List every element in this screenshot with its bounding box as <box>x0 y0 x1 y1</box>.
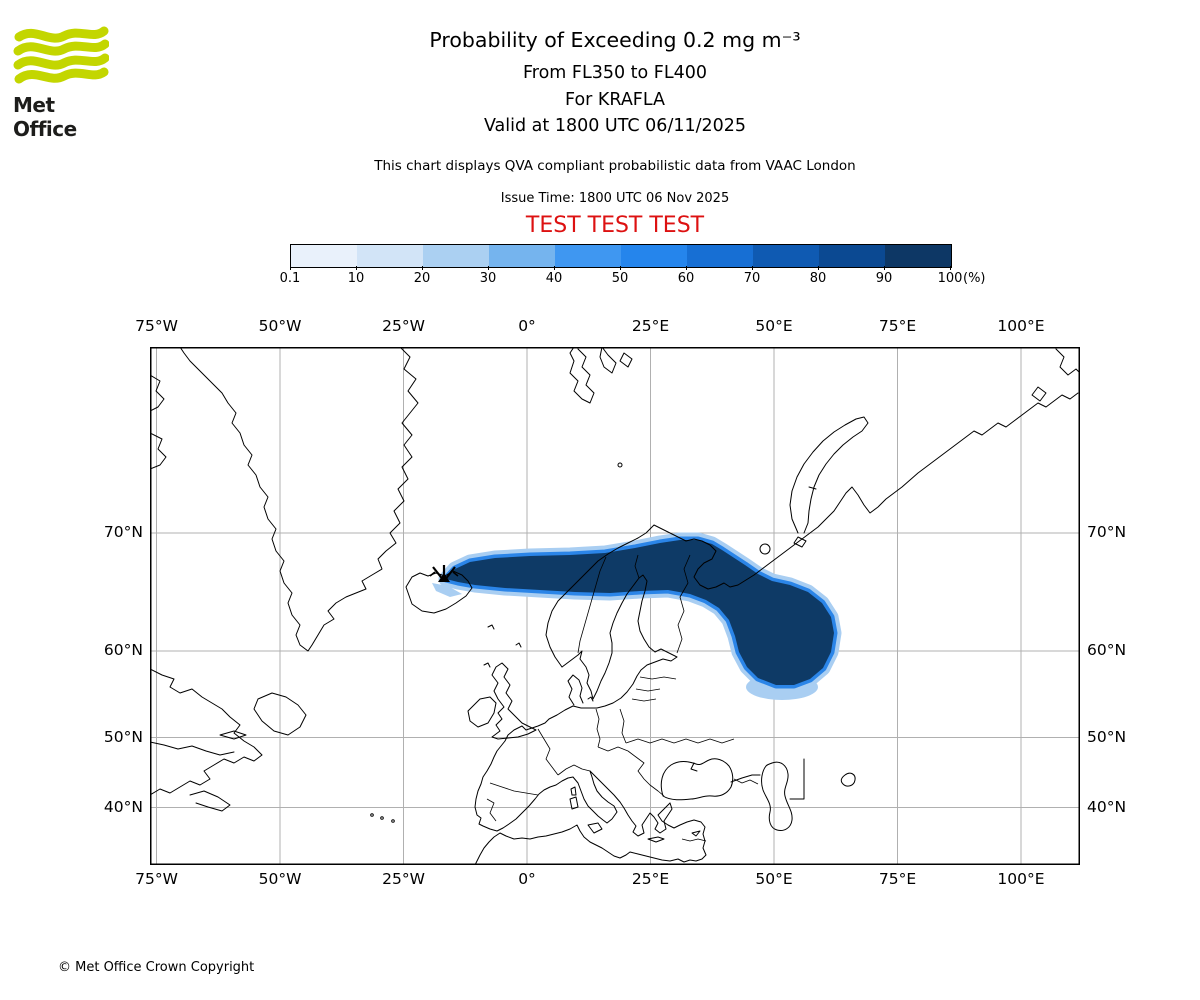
lon-label-bottom: 75°W <box>135 870 178 888</box>
colorbar-tick <box>686 266 687 270</box>
colorbar-segment <box>357 245 423 267</box>
lat-label-left: 60°N <box>103 641 143 659</box>
plume-low-prob-patch <box>432 583 462 597</box>
met-office-waves-icon <box>13 26 110 84</box>
map-panel <box>149 346 1081 866</box>
colorbar-tick-labels: 0.1 10 20 30 40 50 60 70 80 90 100 <box>280 266 962 292</box>
colorbar-tick <box>554 266 555 270</box>
lon-label-bottom: 50°W <box>258 870 302 888</box>
lon-label-bottom: 50°E <box>755 870 793 888</box>
colorbar-tick-label: 80 <box>809 271 827 286</box>
lon-label-top: 50°E <box>755 317 793 335</box>
lat-label-right: 50°N <box>1087 727 1127 746</box>
chart-title: Probability of Exceeding 0.2 mg m⁻³ <box>429 28 801 52</box>
ash-plume-overlay <box>432 532 842 700</box>
colorbar-segment <box>819 245 885 267</box>
met-office-logo: Met Office <box>13 25 110 141</box>
met-office-wordmark: Met Office <box>13 93 77 141</box>
valid-time-subtitle: Valid at 1800 UTC 06/11/2025 <box>483 116 747 136</box>
colorbar-unit: (%) <box>963 271 986 286</box>
lat-label-left: 50°N <box>103 727 143 746</box>
lat-label-right: 40°N <box>1087 797 1127 816</box>
lat-label-left: 40°N <box>103 797 143 816</box>
test-banner: TEST TEST TEST <box>525 213 705 238</box>
coastlines <box>149 346 1081 866</box>
colorbar-segment <box>489 245 555 267</box>
colorbar-tick <box>884 266 885 270</box>
colorbar-segment <box>687 245 753 267</box>
colorbar-tick <box>752 266 753 270</box>
lon-label-bottom: 75°E <box>878 870 917 888</box>
colorbar-tick <box>950 266 951 270</box>
volcano-eruption-icon <box>429 565 459 582</box>
colorbar-tick-label: 90 <box>875 271 893 286</box>
lon-label-top: 75°W <box>135 317 178 335</box>
colorbar-segment <box>885 245 951 267</box>
lon-label-bottom: 0° <box>518 870 536 888</box>
colorbar-tick-label: 60 <box>677 271 695 286</box>
colorbar-segment <box>291 245 357 267</box>
colorbar-tick-label: 0.1 <box>279 271 301 286</box>
colorbar-tick <box>620 266 621 270</box>
colorbar-segment <box>753 245 819 267</box>
colorbar-tick <box>818 266 819 270</box>
graticule-grid <box>150 347 1080 865</box>
lat-label-left: 70°N <box>103 523 143 541</box>
country-borders <box>486 554 759 842</box>
plume-high-prob-core <box>446 540 834 685</box>
colorbar-tick-label: 40 <box>545 271 563 286</box>
map-frame <box>150 347 1080 865</box>
lon-label-top: 75°E <box>878 317 917 335</box>
lon-label-bottom: 25°W <box>382 870 425 888</box>
colorbar-tick <box>488 266 489 270</box>
lat-label-right: 60°N <box>1087 641 1127 659</box>
lat-label-right: 70°N <box>1087 523 1127 541</box>
lon-label-bottom: 100°E <box>997 870 1045 888</box>
colorbar-segment <box>423 245 489 267</box>
colorbar-segment <box>621 245 687 267</box>
lon-label-top: 0° <box>518 317 536 335</box>
lon-label-bottom: 25°E <box>631 870 670 888</box>
colorbar-segment <box>555 245 621 267</box>
colorbar-tick-label: 70 <box>743 271 761 286</box>
colorbar-tick <box>422 266 423 270</box>
issue-time: Issue Time: 1800 UTC 06 Nov 2025 <box>500 191 730 206</box>
colorbar-tick-label: 50 <box>611 271 629 286</box>
colorbar-tick-label: 10 <box>347 271 365 286</box>
lon-label-top: 25°W <box>382 317 425 335</box>
colorbar-tick <box>290 266 291 270</box>
probability-colorbar <box>290 244 952 268</box>
lon-label-top: 25°E <box>631 317 670 335</box>
volcano-subtitle: For KRAFLA <box>565 90 665 110</box>
copyright-notice: © Met Office Crown Copyright <box>58 960 255 975</box>
lon-label-top: 100°E <box>997 317 1045 335</box>
qva-description: This chart displays QVA compliant probab… <box>374 158 856 174</box>
colorbar-tick-label: 20 <box>413 271 431 286</box>
lon-label-top: 50°W <box>258 317 302 335</box>
colorbar-tick <box>356 266 357 270</box>
colorbar-tick-label: 30 <box>479 271 497 286</box>
colorbar-tick-label: 100 <box>937 271 963 286</box>
map-canvas <box>149 346 1081 866</box>
flight-level-subtitle: From FL350 to FL400 <box>522 63 708 83</box>
